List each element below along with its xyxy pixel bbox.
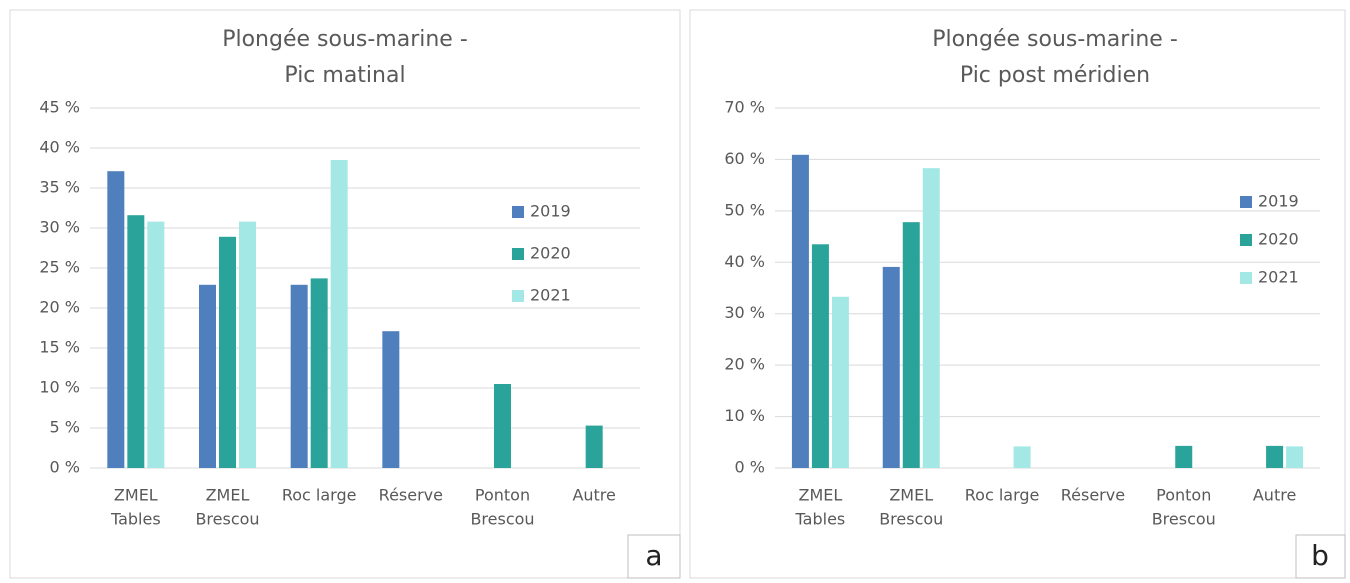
x-tick-label: Autre xyxy=(572,486,615,505)
bar xyxy=(147,221,165,468)
chart-title: Plongée sous-marine - xyxy=(932,27,1178,52)
x-tick-label: Ponton xyxy=(475,486,530,505)
y-tick-label: 45 % xyxy=(39,98,80,117)
legend-swatch xyxy=(1240,234,1252,246)
y-tick-label: 25 % xyxy=(39,258,80,277)
bar xyxy=(290,284,308,468)
x-tick-label: Roc large xyxy=(965,486,1040,505)
panel-label: a xyxy=(645,539,662,572)
bar xyxy=(1286,446,1304,468)
legend-label: 2021 xyxy=(530,286,571,305)
y-tick-label: 40 % xyxy=(724,252,765,271)
x-tick-label: Tables xyxy=(110,510,161,529)
y-tick-label: 15 % xyxy=(39,338,80,357)
y-tick-label: 30 % xyxy=(39,218,80,237)
x-tick-label: Ponton xyxy=(1156,486,1211,505)
bar xyxy=(811,244,829,468)
bar xyxy=(330,160,348,468)
x-tick-label: Réserve xyxy=(1061,486,1125,505)
legend-label: 2021 xyxy=(1258,268,1299,287)
panel-frame xyxy=(689,9,1346,579)
y-tick-label: 60 % xyxy=(724,149,765,168)
bar xyxy=(494,384,511,468)
bar xyxy=(902,222,920,468)
x-tick-label: ZMEL xyxy=(114,486,158,505)
y-tick-label: 10 % xyxy=(39,378,80,397)
bar xyxy=(831,296,849,468)
y-tick-label: 0 % xyxy=(735,458,765,477)
y-tick-label: 0 % xyxy=(50,458,80,477)
y-tick-label: 40 % xyxy=(39,138,80,157)
x-tick-label: Autre xyxy=(1253,486,1296,505)
bar xyxy=(219,236,236,468)
bar xyxy=(382,331,400,468)
bar xyxy=(791,154,809,469)
legend-swatch xyxy=(1240,196,1252,208)
y-tick-label: 50 % xyxy=(724,200,765,219)
x-tick-label: ZMEL xyxy=(889,486,933,505)
y-tick-label: 70 % xyxy=(724,98,765,117)
bar xyxy=(1013,446,1031,468)
x-tick-label: Brescou xyxy=(470,510,534,529)
chart-title: Plongée sous-marine - xyxy=(222,27,468,52)
y-tick-label: 20 % xyxy=(39,298,80,317)
y-tick-label: 35 % xyxy=(39,178,80,197)
chart-title: Pic post méridien xyxy=(960,63,1150,88)
legend-label: 2019 xyxy=(530,202,571,221)
legend-label: 2020 xyxy=(530,244,571,263)
chart-title: Pic matinal xyxy=(284,63,405,88)
panel-label-box xyxy=(627,534,681,579)
bar xyxy=(199,284,216,468)
x-tick-label: Réserve xyxy=(379,486,443,505)
bar xyxy=(310,278,328,468)
y-tick-label: 5 % xyxy=(50,418,80,437)
x-tick-label: ZMEL xyxy=(206,486,250,505)
y-tick-label: 20 % xyxy=(724,355,765,374)
x-tick-label: Tables xyxy=(795,510,846,529)
panel-label-box xyxy=(1295,534,1346,579)
y-tick-label: 10 % xyxy=(724,406,765,425)
x-tick-label: Brescou xyxy=(879,510,943,529)
bar xyxy=(1266,445,1284,468)
legend-swatch xyxy=(512,206,524,218)
legend-swatch xyxy=(1240,272,1252,284)
bar xyxy=(882,266,900,468)
x-tick-label: Brescou xyxy=(195,510,259,529)
legend-swatch xyxy=(512,290,524,302)
legend-label: 2019 xyxy=(1258,192,1299,211)
bar xyxy=(922,168,940,468)
bar xyxy=(585,425,603,468)
x-tick-label: ZMEL xyxy=(799,486,843,505)
bar xyxy=(239,221,256,468)
x-tick-label: Brescou xyxy=(1152,510,1216,529)
panel-label: b xyxy=(1311,539,1329,572)
bar xyxy=(107,171,125,468)
bar xyxy=(127,215,145,468)
legend-swatch xyxy=(512,248,524,260)
y-tick-label: 30 % xyxy=(724,303,765,322)
bar xyxy=(1175,445,1193,468)
panel-frame xyxy=(9,9,681,579)
legend-label: 2020 xyxy=(1258,230,1299,249)
x-tick-label: Roc large xyxy=(282,486,357,505)
